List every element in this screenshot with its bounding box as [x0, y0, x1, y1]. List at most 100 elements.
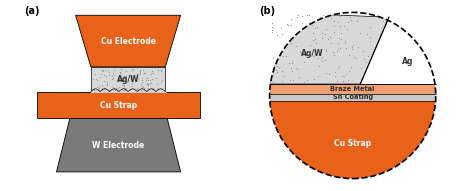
Point — [153, 83, 161, 86]
Point — [123, 75, 130, 78]
Point — [91, 89, 98, 92]
Point — [303, 13, 311, 16]
Point — [334, 67, 342, 70]
Point — [344, 83, 351, 86]
Point — [278, 80, 285, 83]
Point — [157, 70, 165, 73]
Point — [330, 53, 337, 56]
Point — [360, 57, 368, 61]
Point — [300, 61, 308, 64]
Point — [313, 25, 320, 28]
Point — [128, 81, 136, 84]
Point — [343, 27, 351, 30]
Point — [148, 77, 155, 80]
Point — [323, 50, 330, 53]
Point — [139, 86, 146, 89]
Point — [340, 79, 347, 82]
Point — [334, 41, 341, 44]
Point — [124, 78, 132, 81]
Point — [93, 79, 101, 82]
Point — [134, 73, 141, 76]
Point — [327, 42, 335, 45]
Point — [287, 23, 295, 27]
Point — [108, 77, 116, 80]
Point — [334, 47, 342, 50]
Point — [120, 87, 128, 90]
Point — [299, 21, 306, 24]
Point — [342, 40, 349, 43]
Point — [273, 33, 281, 36]
Point — [296, 50, 304, 53]
Point — [138, 80, 146, 83]
Point — [138, 84, 146, 87]
Point — [352, 57, 360, 60]
Point — [289, 59, 296, 62]
Point — [275, 66, 283, 70]
Point — [321, 15, 329, 18]
Point — [292, 45, 300, 48]
Point — [341, 24, 348, 27]
Point — [122, 87, 130, 90]
Point — [331, 71, 339, 74]
Point — [148, 69, 155, 72]
Point — [312, 41, 319, 44]
Point — [140, 69, 147, 72]
Point — [101, 86, 109, 89]
Point — [335, 65, 343, 68]
Point — [143, 82, 150, 85]
Point — [329, 51, 337, 54]
Point — [134, 87, 141, 90]
Point — [287, 79, 294, 82]
Point — [99, 68, 107, 71]
Point — [319, 36, 326, 39]
Point — [353, 20, 360, 23]
Point — [272, 69, 280, 72]
Point — [95, 87, 103, 90]
Point — [328, 16, 335, 19]
Point — [98, 87, 106, 90]
Point — [95, 84, 103, 87]
Point — [308, 23, 316, 26]
Point — [312, 53, 319, 57]
Point — [307, 44, 314, 47]
Point — [137, 72, 144, 75]
Text: Sn Coating: Sn Coating — [333, 94, 373, 100]
Point — [120, 76, 128, 79]
Point — [314, 57, 322, 60]
Point — [279, 69, 286, 72]
Point — [310, 31, 317, 34]
Point — [317, 57, 325, 60]
Point — [133, 87, 141, 90]
Point — [284, 23, 292, 27]
Point — [152, 77, 160, 80]
Point — [321, 32, 329, 36]
Text: W Electrode: W Electrode — [92, 141, 145, 150]
Point — [364, 54, 372, 57]
Point — [334, 49, 341, 53]
Point — [121, 89, 128, 92]
Point — [144, 76, 151, 79]
Point — [287, 17, 295, 20]
Point — [322, 72, 330, 75]
Point — [268, 31, 276, 34]
Point — [109, 71, 117, 74]
Point — [128, 68, 136, 71]
Point — [108, 75, 115, 78]
Point — [112, 86, 119, 89]
Point — [357, 66, 365, 70]
Point — [96, 75, 103, 78]
Point — [128, 75, 136, 78]
Point — [140, 72, 147, 75]
Point — [138, 76, 146, 79]
Point — [319, 14, 327, 17]
Point — [292, 66, 300, 69]
Point — [348, 45, 356, 49]
Point — [318, 31, 326, 34]
Point — [270, 63, 278, 66]
Point — [312, 42, 320, 45]
Text: Ag/W: Ag/W — [117, 75, 139, 84]
Point — [347, 66, 355, 69]
Point — [344, 78, 352, 81]
Point — [333, 79, 340, 82]
Point — [145, 82, 152, 85]
